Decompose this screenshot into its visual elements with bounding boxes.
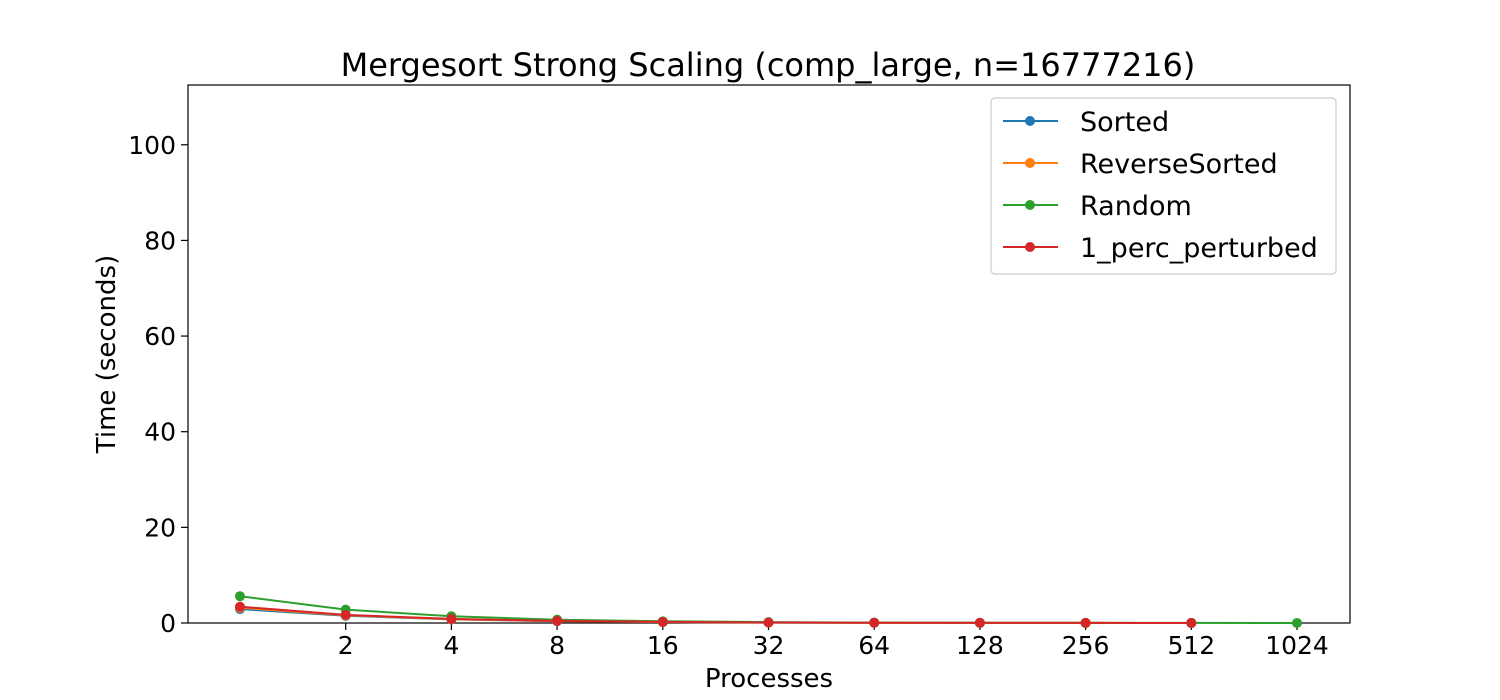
data-point-1-perc-perturbed [974,617,985,628]
data-point-1-perc-perturbed [1080,617,1091,628]
x-axis: 2 4 8 16 32 64 128 256 512 1024 [338,623,1329,660]
legend-label-sorted: Sorted [1080,107,1169,138]
legend-marker-reversesorted [1025,158,1035,168]
data-point-1-perc-perturbed [552,615,563,626]
data-point-1-perc-perturbed [446,613,457,624]
legend-box [990,97,1337,275]
data-point-random [235,591,245,602]
x-tick-label: 2 [338,631,354,660]
x-tick-label: 1024 [1265,631,1329,660]
data-point-random [1292,617,1302,628]
x-tick-label: 256 [1062,631,1110,660]
legend-label-1-perc-perturbed: 1_perc_perturbed [1080,233,1318,264]
chart-title: Mergesort Strong Scaling (comp_large, n=… [341,46,1196,84]
data-point-1-perc-perturbed [869,617,880,628]
x-tick-label: 4 [443,631,459,660]
data-point-1-perc-perturbed [657,616,668,627]
legend-label-reversesorted: ReverseSorted [1080,149,1278,180]
x-axis-label: Processes [705,664,833,694]
legend-label-random: Random [1080,191,1192,222]
data-point-1-perc-perturbed [763,617,774,628]
x-tick-label: 32 [753,631,785,660]
legend-marker-random [1025,200,1035,210]
x-tick-label: 64 [858,631,890,660]
legend-marker-1-perc-perturbed [1025,242,1035,252]
y-tick-label: 80 [144,226,176,255]
y-axis: 0 20 40 60 80 100 [128,131,188,638]
y-tick-label: 60 [144,322,176,351]
data-point-1-perc-perturbed [340,609,351,620]
x-tick-label: 128 [956,631,1004,660]
y-tick-label: 20 [144,513,176,542]
series-layer [235,591,1302,628]
legend-marker-sorted [1025,116,1035,126]
y-tick-label: 100 [128,131,176,160]
x-tick-label: 512 [1167,631,1215,660]
series-line-1-perc-perturbed [239,605,1192,624]
y-axis-label: Time (seconds) [92,255,122,454]
y-tick-label: 40 [144,418,176,447]
y-tick-label: 0 [160,609,176,638]
data-point-1-perc-perturbed [1186,617,1197,628]
x-tick-label: 8 [549,631,565,660]
data-point-1-perc-perturbed [235,601,245,612]
legend: Sorted ReverseSorted Random 1_perc_perturbe… [990,97,1337,275]
x-tick-label: 16 [647,631,679,660]
